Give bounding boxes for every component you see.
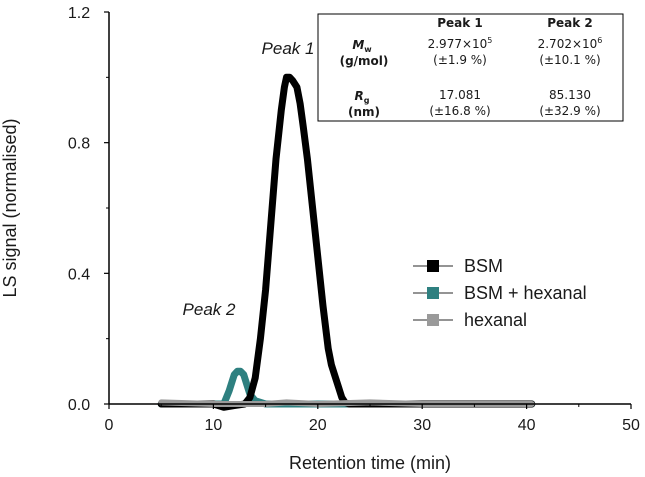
legend-marker-hexanal	[427, 314, 439, 326]
legend-label-bsm-hexanal: BSM + hexanal	[464, 283, 587, 303]
y-tick-label: 0.8	[68, 136, 90, 153]
y-tick-label: 0.4	[68, 266, 90, 283]
series-curves	[157, 73, 536, 411]
y-tick-label: 0.0	[68, 397, 90, 414]
y-ticks: 0.0 0.4 0.8 1.2	[68, 5, 109, 414]
table-cell-rg-peak-2-error: (±32.9 %)	[539, 104, 600, 118]
results-table: Peak 1 Peak 2 Mw (g/mol) 2.977×105 (±1.9…	[317, 13, 624, 122]
x-tick-label: 50	[622, 417, 640, 434]
table-cell-rg-peak-1: 17.081	[439, 88, 481, 102]
y-axis-title: LS signal (normalised)	[0, 118, 20, 297]
table-cell-mw-peak-1: 2.977×105	[428, 36, 493, 51]
table-row-label-mw: Mw	[352, 38, 372, 54]
table-cell-mw-peak-2-error: (±10.1 %)	[539, 53, 600, 67]
table-header-peak-2: Peak 2	[547, 16, 593, 30]
legend-marker-bsm-hexanal	[427, 287, 439, 299]
annotation-peak-2: Peak 2	[183, 300, 236, 319]
table-row-unit-rg: (nm)	[348, 105, 380, 119]
x-axis-title: Retention time (min)	[289, 453, 451, 473]
table-cell-mw-peak-1-error: (±1.9 %)	[433, 53, 487, 67]
table-row-unit-mw: (g/mol)	[340, 54, 389, 68]
x-tick-label: 20	[309, 417, 327, 434]
legend-label-hexanal: hexanal	[464, 310, 527, 330]
legend-label-bsm: BSM	[464, 256, 503, 276]
table-cell-rg-peak-1-error: (±16.8 %)	[429, 104, 490, 118]
annotation-peak-1: Peak 1	[262, 39, 315, 58]
x-tick-label: 30	[413, 417, 431, 434]
table-header-peak-1: Peak 1	[437, 16, 483, 30]
table-cell-rg-peak-2: 85.130	[549, 88, 591, 102]
legend: BSM BSM + hexanal hexanal	[413, 256, 587, 330]
table-cell-mw-peak-2: 2.702×106	[538, 36, 603, 51]
x-tick-label: 0	[105, 417, 114, 434]
x-tick-label: 10	[205, 417, 223, 434]
table-row-label-rg: Rg	[355, 89, 370, 105]
y-tick-label: 1.2	[68, 5, 90, 22]
x-tick-label: 40	[518, 417, 536, 434]
results-table-border	[317, 13, 624, 122]
x-ticks: 0 10 20 30 40 50	[105, 404, 640, 434]
series-line-bsm	[157, 73, 536, 411]
legend-marker-bsm	[427, 260, 439, 272]
